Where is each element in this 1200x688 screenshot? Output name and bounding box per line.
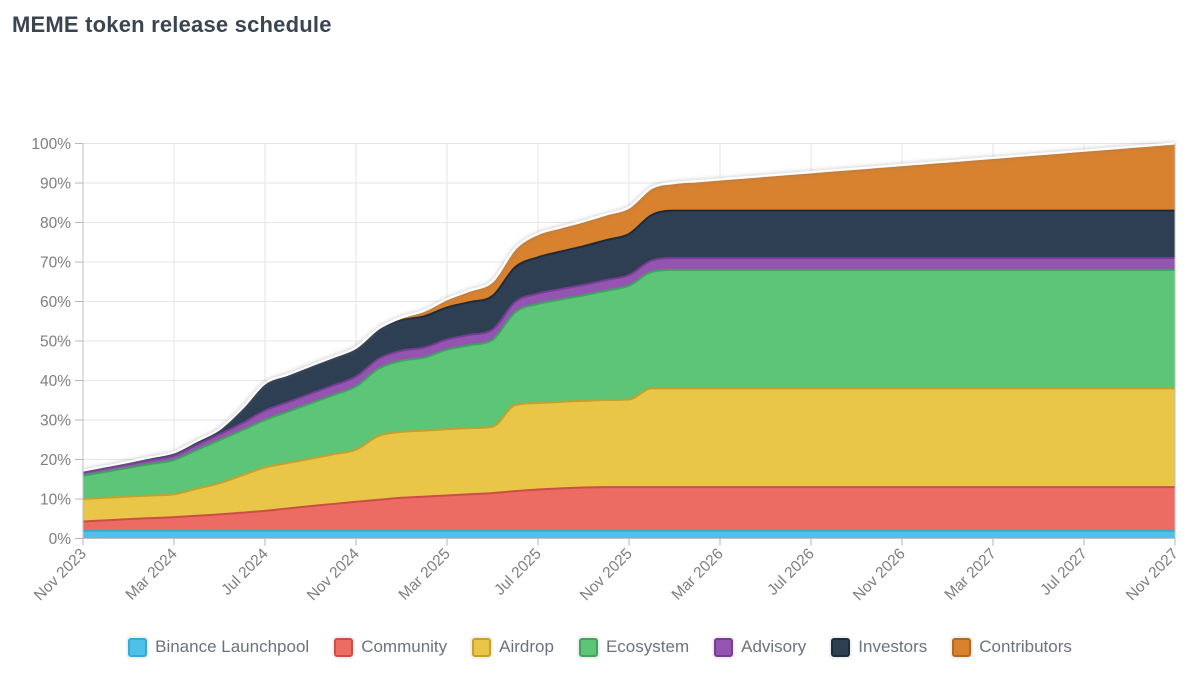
x-tick-label: Mar 2025 <box>396 545 454 603</box>
y-axis: 0% 10% 20% 30% 40% 50% 60% 70% 80% 90% 100% <box>31 136 83 548</box>
page-title: MEME token release schedule <box>12 12 332 37</box>
y-tick-label: 0% <box>49 531 72 548</box>
area-community <box>83 487 1175 539</box>
legend-label: Binance Launchpool <box>155 637 310 656</box>
y-tick-label: 30% <box>40 413 71 430</box>
legend-swatch-icon <box>472 637 492 657</box>
x-tick-label: Mar 2027 <box>942 545 1000 603</box>
edge-advisory <box>82 257 1175 474</box>
legend-label: Contributors <box>979 637 1072 656</box>
y-tick-label: 20% <box>40 452 71 469</box>
x-tick-label: Jul 2026 <box>764 545 817 598</box>
y-tick-label: 80% <box>40 215 71 232</box>
legend-label: Investors <box>858 637 928 656</box>
legend-swatch-icon <box>714 637 734 657</box>
x-tick-label: Jul 2027 <box>1037 545 1090 598</box>
legend-label: Advisory <box>741 637 807 656</box>
x-tick-label: Nov 2023 <box>31 545 90 604</box>
y-tick-label: 10% <box>40 492 71 509</box>
area-binance-launchpool <box>83 530 1175 539</box>
y-tick-label: 50% <box>40 334 71 351</box>
legend-label: Community <box>361 637 448 656</box>
x-tick-label: Jul 2024 <box>218 545 272 599</box>
y-tick-label: 100% <box>31 136 71 153</box>
chart-legend: Binance Launchpool Community Airdrop Ecosys… <box>0 637 1200 657</box>
y-tick-label: 90% <box>40 176 71 193</box>
legend-swatch-icon <box>334 637 354 657</box>
x-tick-label: Nov 2027 <box>1123 545 1182 604</box>
x-tick-label: Jul 2025 <box>491 545 544 598</box>
x-tick-label: Mar 2026 <box>669 545 727 603</box>
edge-community <box>82 486 1175 523</box>
legend-swatch-icon <box>831 637 851 657</box>
y-tick-label: 70% <box>40 255 71 272</box>
legend-swatch-icon <box>128 637 148 657</box>
legend-item-investors[interactable]: Investors <box>831 637 927 657</box>
x-tick-label: Mar 2024 <box>123 545 182 604</box>
legend-swatch-icon <box>952 637 972 657</box>
y-tick-label: 60% <box>40 294 71 311</box>
x-tick-label: Nov 2025 <box>577 545 636 604</box>
legend-item-binance-launchpool[interactable]: Binance Launchpool <box>128 637 309 657</box>
legend-item-advisory[interactable]: Advisory <box>714 637 806 657</box>
legend-item-contributors[interactable]: Contributors <box>952 637 1072 657</box>
band-edges <box>82 209 1175 532</box>
legend-item-community[interactable]: Community <box>334 637 447 657</box>
legend-label: Ecosystem <box>605 637 690 656</box>
legend-swatch-icon <box>578 637 598 657</box>
legend-item-ecosystem[interactable]: Ecosystem <box>578 637 690 657</box>
x-axis: Nov 2023 Mar 2024 Jul 2024 Nov 2024 Mar 2025… <box>31 538 1182 604</box>
total-unlocked-top-line <box>82 142 1176 472</box>
x-tick-label: Nov 2024 <box>304 545 363 604</box>
legend-item-airdrop[interactable]: Airdrop <box>472 637 554 657</box>
edge-ecosystem <box>82 268 1175 477</box>
y-tick-label: 40% <box>40 373 71 390</box>
x-tick-label: Nov 2026 <box>850 545 909 604</box>
edge-airdrop <box>82 387 1175 500</box>
legend-label: Airdrop <box>499 637 554 656</box>
stacked-areas <box>83 143 1175 539</box>
